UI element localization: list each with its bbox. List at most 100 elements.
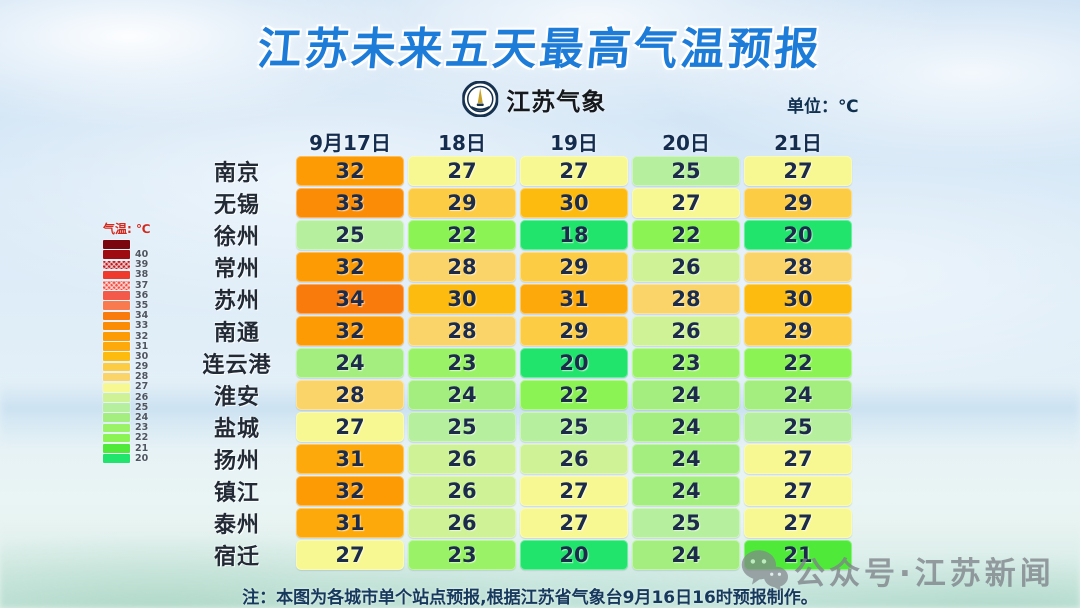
temperature-cell: 18 <box>520 220 628 250</box>
date-header: 20日 <box>662 130 710 155</box>
temperature-cell: 27 <box>520 476 628 506</box>
logo-row: 江苏气象 <box>461 80 606 118</box>
city-label: 连云港 <box>202 353 272 378</box>
temperature-cell: 32 <box>296 476 404 506</box>
temperature-cell: 26 <box>408 444 516 474</box>
legend-label: 29 <box>135 361 149 373</box>
legend-swatch <box>103 301 130 311</box>
temperature-cell: 28 <box>632 284 740 314</box>
legend-item: 22 <box>103 433 151 443</box>
temperature-cell: 20 <box>520 540 628 570</box>
temperature-cell: 27 <box>296 540 404 570</box>
temperature-cell: 24 <box>408 380 516 410</box>
legend-swatch <box>103 342 130 351</box>
temperature-cell: 25 <box>632 156 740 186</box>
temperature-cell: 29 <box>744 188 852 218</box>
temperature-cell: 20 <box>744 220 852 250</box>
city-label: 南京 <box>213 161 260 186</box>
legend-item: 37 <box>103 281 151 290</box>
temperature-cell: 23 <box>408 540 516 570</box>
temperature-cell: 20 <box>520 348 628 378</box>
temperature-cell: 22 <box>408 220 516 250</box>
legend-label: 30 <box>135 350 149 362</box>
legend-label: 40 <box>135 249 149 261</box>
temperature-cell: 24 <box>632 444 740 474</box>
temperature-cell: 24 <box>632 380 740 410</box>
legend-swatch <box>103 403 130 412</box>
legend-swatch <box>103 423 130 433</box>
page-title: 江苏未来五天最高气温预报 <box>255 24 824 75</box>
temperature-cell: 21 <box>744 540 852 570</box>
temperature-cell: 25 <box>744 412 852 442</box>
date-header: 18日 <box>438 130 486 155</box>
temperature-cell: 25 <box>408 412 516 442</box>
temperature-cell: 31 <box>296 508 404 538</box>
legend-swatch <box>103 433 130 443</box>
temperature-cell: 31 <box>296 444 404 474</box>
temperature-cell: 30 <box>408 284 516 314</box>
temperature-cell: 32 <box>296 252 404 282</box>
legend-item: 24 <box>103 413 151 423</box>
temperature-cell: 22 <box>632 220 740 250</box>
temperature-cell: 24 <box>632 412 740 442</box>
temperature-cell: 25 <box>296 220 404 250</box>
legend-item: 32 <box>103 332 151 341</box>
legend-swatch <box>103 454 130 463</box>
temperature-cell: 33 <box>296 188 404 218</box>
footnote: 注：本图为各城市单个站点预报,根据江苏省气象台9月16日16时预报制作。 <box>242 588 818 608</box>
legend-swatch <box>103 291 130 300</box>
table-corner-spacer <box>182 128 292 154</box>
jiangsu-weather-logo-icon <box>461 80 499 118</box>
legend-label: 37 <box>135 279 149 291</box>
legend-item <box>103 240 151 249</box>
temperature-cell: 27 <box>632 188 740 218</box>
temperature-legend: 气温: ℃ 40 39 38 37 36 35 34 33 32 31 30 29 28 27 26 25 24… <box>103 220 151 463</box>
temperature-cell: 26 <box>632 252 740 282</box>
unit-label: 单位：℃ <box>787 97 859 117</box>
temperature-cell: 27 <box>744 156 852 186</box>
city-label: 苏州 <box>213 289 260 314</box>
legend-swatch <box>103 250 130 260</box>
temperature-cell: 29 <box>520 316 628 346</box>
legend-swatch <box>103 382 130 392</box>
legend-item: 27 <box>103 382 151 392</box>
legend-item: 21 <box>103 444 151 453</box>
temperature-cell: 26 <box>408 508 516 538</box>
legend-item: 31 <box>103 342 151 351</box>
legend-swatch <box>103 240 130 249</box>
temperature-cell: 28 <box>744 252 852 282</box>
legend-label: 36 <box>135 289 149 301</box>
temperature-cell: 22 <box>520 380 628 410</box>
legend-swatch <box>103 281 130 290</box>
legend-swatch <box>103 321 130 331</box>
temperature-cell: 24 <box>632 540 740 570</box>
temperature-cell: 24 <box>632 476 740 506</box>
legend-item: 30 <box>103 352 151 361</box>
temperature-cell: 26 <box>408 476 516 506</box>
legend-item: 38 <box>103 269 151 281</box>
date-header: 9月17日 <box>309 130 391 155</box>
temperature-cell: 34 <box>296 284 404 314</box>
temperature-cell: 24 <box>296 348 404 378</box>
temperature-cell: 30 <box>744 284 852 314</box>
city-label: 常州 <box>213 257 260 282</box>
legend-item: 29 <box>103 361 151 373</box>
temperature-cell: 24 <box>744 380 852 410</box>
city-label: 宿迁 <box>213 545 260 570</box>
legend-label: 34 <box>135 310 149 322</box>
temperature-cell: 27 <box>744 476 852 506</box>
legend-item: 28 <box>103 372 151 382</box>
date-header: 21日 <box>774 130 822 155</box>
temperature-cell: 28 <box>296 380 404 410</box>
city-label: 南通 <box>213 321 260 346</box>
legend-swatch <box>103 270 130 280</box>
temperature-cell: 27 <box>408 156 516 186</box>
legend-label: 39 <box>135 259 149 271</box>
temperature-cell: 31 <box>520 284 628 314</box>
legend-swatch <box>103 311 130 321</box>
legend-label: 38 <box>135 269 149 281</box>
temperature-cell: 29 <box>520 252 628 282</box>
legend-item: 34 <box>103 310 151 322</box>
legend-item: 26 <box>103 393 151 402</box>
legend-swatch <box>103 413 130 423</box>
